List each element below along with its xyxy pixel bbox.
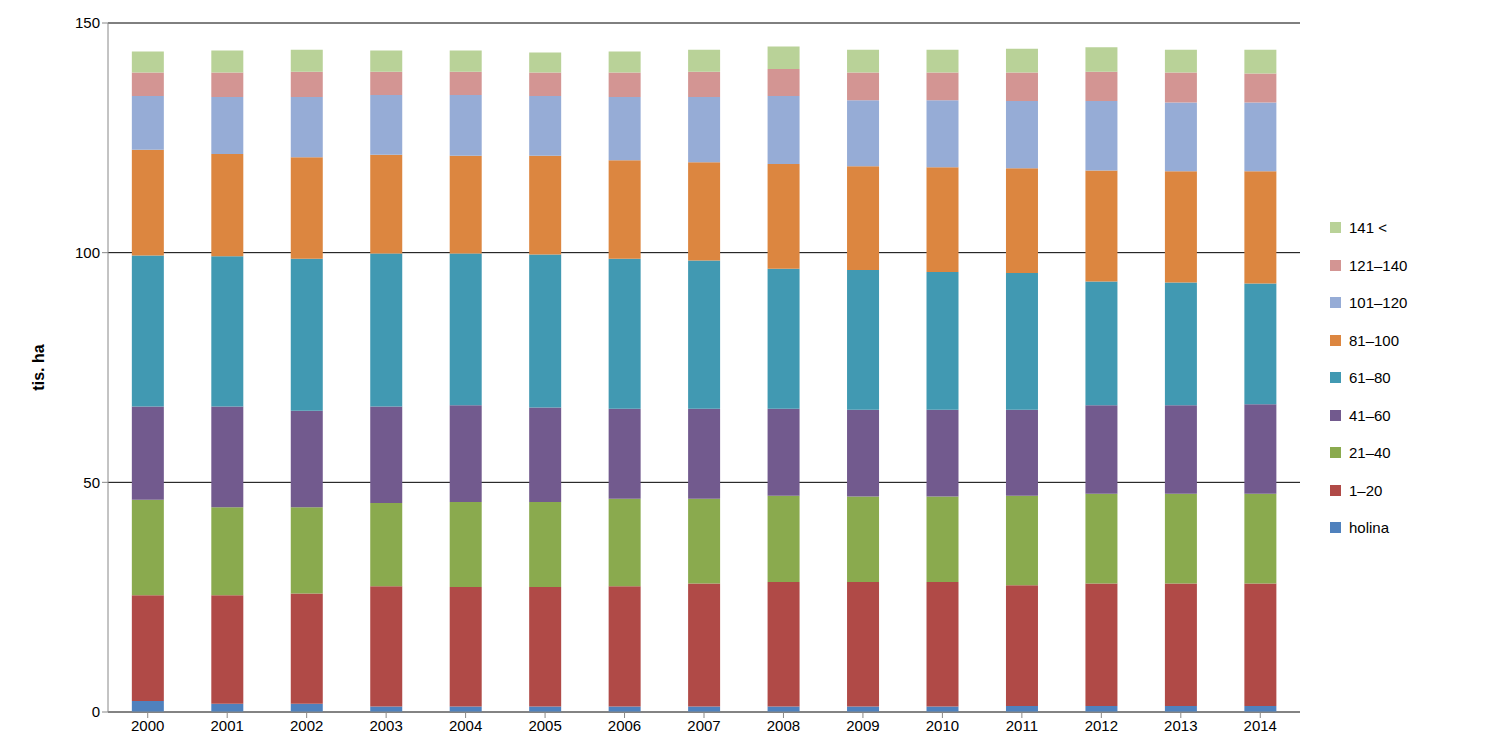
svg-text:2004: 2004 [449, 717, 482, 734]
svg-text:tis. ha: tis. ha [30, 344, 47, 390]
svg-text:2013: 2013 [1164, 717, 1197, 734]
svg-text:2000: 2000 [131, 717, 164, 734]
svg-text:2014: 2014 [1244, 717, 1277, 734]
svg-text:2006: 2006 [608, 717, 641, 734]
svg-text:2007: 2007 [687, 717, 720, 734]
svg-text:2001: 2001 [211, 717, 244, 734]
svg-text:50: 50 [83, 474, 100, 491]
svg-text:100: 100 [75, 244, 100, 261]
html-text:41–60: 41–60 [1349, 406, 1391, 424]
html-text:holina: holina [1349, 519, 1389, 536]
svg-text:2003: 2003 [369, 717, 402, 734]
html-text:61–80: 61–80 [1349, 369, 1391, 386]
html-text:141 <: 141 < [1349, 219, 1387, 236]
html-text:121–140: 121–140 [1349, 256, 1408, 274]
svg-text:0: 0 [92, 703, 100, 720]
html-text:81–100: 81–100 [1349, 331, 1400, 349]
html-text:21–40: 21–40 [1349, 444, 1391, 461]
svg-text:2011: 2011 [1006, 717, 1038, 734]
html-text:101–120: 101–120 [1349, 294, 1408, 311]
svg-text:2008: 2008 [767, 717, 800, 734]
svg-text:2009: 2009 [846, 717, 879, 734]
svg-text:150: 150 [75, 14, 100, 31]
svg-text:2005: 2005 [528, 717, 561, 734]
svg-text:2012: 2012 [1085, 717, 1118, 734]
svg-text:2002: 2002 [290, 717, 323, 734]
html-text:1–20: 1–20 [1349, 481, 1383, 499]
svg-text:2010: 2010 [926, 717, 959, 734]
